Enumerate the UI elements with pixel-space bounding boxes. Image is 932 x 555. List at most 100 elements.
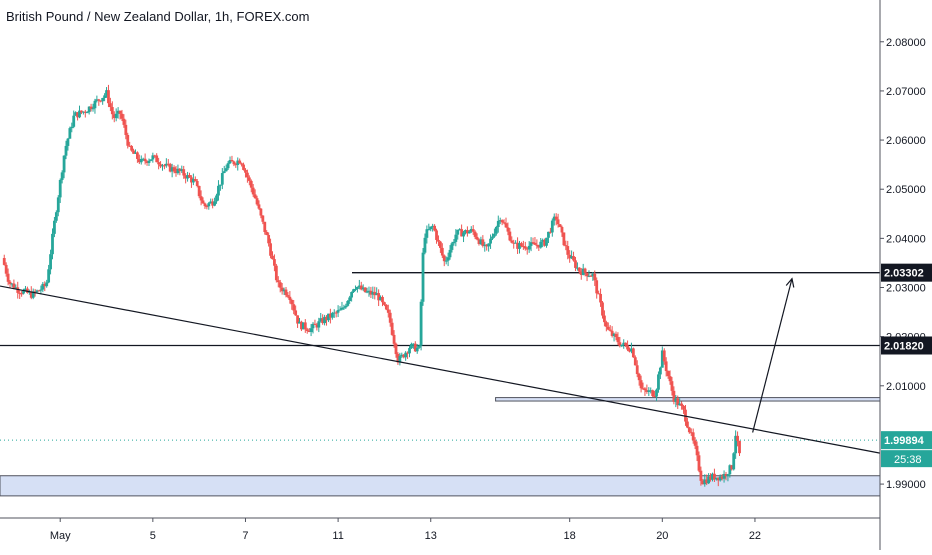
candle-body-34 (68, 128, 72, 139)
current-price-label: 1.99894 (884, 435, 925, 447)
candle-body-28 (56, 197, 60, 213)
candle-body-233 (452, 241, 456, 244)
candle-body-179 (348, 297, 352, 301)
candle-body-288 (558, 224, 562, 228)
candle-body-308 (597, 293, 601, 295)
candle-body-374 (724, 473, 728, 477)
candle-body-280 (543, 239, 546, 246)
candle-body-31 (62, 155, 66, 173)
candle-body-275 (533, 242, 537, 245)
candle-body-185 (359, 285, 363, 290)
candle-body-364 (705, 479, 709, 484)
candle-body-221 (429, 226, 433, 230)
candle-body-20 (41, 283, 45, 290)
candle-body-255 (494, 226, 498, 234)
candle-body-115 (224, 168, 228, 172)
candle-body-27 (54, 212, 58, 221)
candle-body-359 (695, 445, 699, 456)
candle-body-126 (246, 172, 249, 178)
candle-body-366 (709, 476, 712, 480)
drawings-layer (0, 277, 881, 454)
candle-body-143 (278, 282, 282, 288)
candle-body-239 (464, 230, 467, 233)
price-tick-label-7: 2.01000 (886, 381, 926, 393)
candle-body-60 (118, 110, 122, 114)
candle-body-119 (232, 161, 236, 165)
countdown-badge (881, 450, 932, 468)
candle-body-165 (321, 318, 325, 324)
candle-body-145 (282, 289, 286, 292)
candle-body-96 (188, 175, 191, 178)
candle-body-295 (572, 256, 575, 261)
candle-body-286 (554, 216, 558, 220)
candle-body-55 (108, 103, 112, 108)
candle-body-43 (85, 112, 89, 114)
candle-body-309 (599, 293, 602, 303)
candle-body-235 (456, 229, 460, 235)
candle-body-223 (433, 225, 436, 231)
candle-body-112 (218, 184, 222, 186)
candle-body-363 (703, 479, 707, 485)
candle-body-265 (514, 242, 518, 244)
candle-body-369 (714, 477, 718, 480)
candle-body-47 (93, 100, 97, 109)
candle-body-193 (375, 293, 379, 296)
candle-body-273 (529, 242, 533, 246)
time-axis: May 5 7 11 13 18 20 22 (50, 518, 761, 542)
candle-body-246 (477, 239, 481, 244)
candle-body-317 (614, 333, 618, 338)
candle-body-349 (676, 398, 680, 406)
candle-body-123 (240, 163, 244, 165)
candle-body-192 (373, 291, 377, 296)
candle-body-106 (207, 203, 211, 207)
price-axis: 2.08000 2.07000 2.06000 2.05000 2.04000 2.030… (880, 37, 926, 491)
candle-body-81 (159, 164, 162, 167)
candle-body-258 (500, 220, 504, 223)
candle-body-85 (166, 163, 170, 165)
candle-body-306 (593, 273, 597, 281)
candle-body-68 (134, 152, 137, 154)
candle-body-336 (651, 390, 655, 397)
candle-body-163 (317, 321, 321, 328)
candle-body-301 (583, 268, 587, 273)
candle-body-61 (120, 113, 124, 119)
candle-body-298 (577, 267, 581, 272)
candle-body-214 (415, 347, 419, 352)
candle-body-109 (213, 201, 216, 206)
resistance-zone[interactable] (495, 397, 881, 402)
price-tick-label-2: 2.06000 (886, 135, 926, 147)
candle-body-25 (51, 233, 54, 255)
candle-body-95 (186, 175, 189, 179)
projection-arrow-line[interactable] (752, 278, 793, 433)
price-badges: 2.03302 2.01820 1.99894 25:38 (881, 263, 932, 468)
candle-body-134 (261, 215, 265, 222)
candle-body-294 (570, 256, 574, 259)
candle-body-146 (284, 289, 288, 296)
candle-body-238 (462, 232, 465, 237)
candle-body-205 (398, 356, 402, 363)
candle-body-154 (300, 321, 303, 330)
trendline[interactable] (0, 285, 881, 454)
candle-body-98 (191, 179, 195, 183)
candle-body-219 (425, 229, 429, 238)
candle-body-24 (49, 254, 52, 270)
time-tick-label-7: 22 (749, 530, 761, 542)
time-tick-label-0: May (50, 530, 71, 542)
candle-body-206 (400, 354, 404, 357)
support-zone[interactable] (0, 475, 881, 497)
candle-body-170 (330, 313, 334, 318)
candle-body-59 (116, 110, 120, 114)
candle-body-292 (566, 246, 570, 255)
candle-body-172 (334, 312, 338, 314)
candle-body-212 (411, 343, 415, 345)
candle-body-69 (136, 152, 139, 159)
candle-body-210 (408, 348, 411, 354)
candle-body-358 (693, 440, 697, 446)
candle-body-36 (72, 115, 76, 127)
price-tick-label-0: 2.08000 (886, 37, 926, 49)
candle-body-71 (139, 158, 143, 163)
candle-body-2 (6, 273, 10, 282)
candle-body-76 (149, 159, 153, 161)
candle-body-122 (238, 160, 242, 164)
